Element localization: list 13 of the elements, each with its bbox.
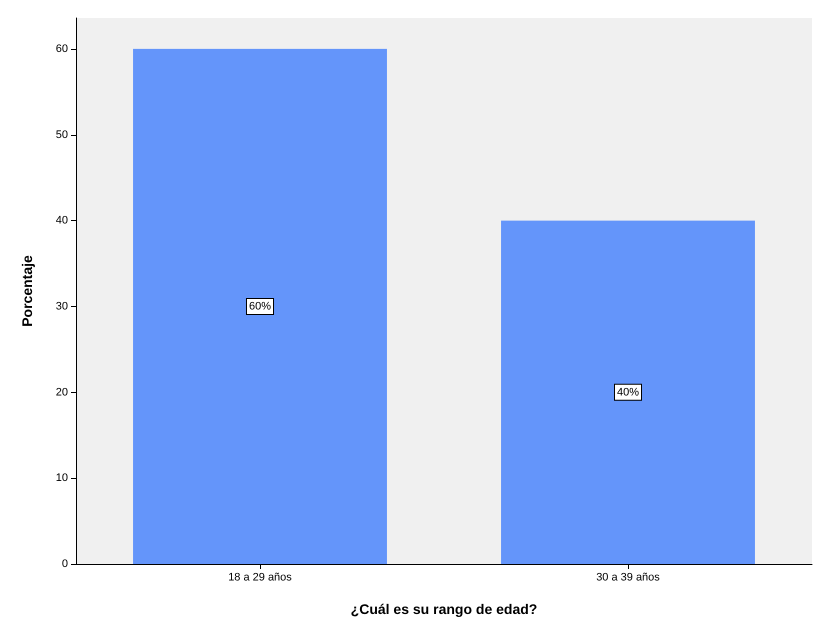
x-tick-label: 18 a 29 años <box>228 572 292 584</box>
y-tick-label: 10 <box>56 472 68 484</box>
y-tick-label: 60 <box>56 42 68 55</box>
x-tick-label: 30 a 39 años <box>596 572 660 584</box>
y-tick-label: 0 <box>62 558 68 570</box>
y-axis-title: Porcentaje <box>19 254 35 327</box>
y-tick-label: 20 <box>56 386 68 398</box>
y-tick-label: 50 <box>56 128 68 141</box>
data-label: 40% <box>616 386 640 398</box>
data-label: 60% <box>248 300 272 312</box>
y-tick-label: 30 <box>56 300 68 312</box>
y-tick-label: 40 <box>56 214 68 227</box>
x-axis-title: ¿Cuál es su rango de edad? <box>350 601 538 617</box>
